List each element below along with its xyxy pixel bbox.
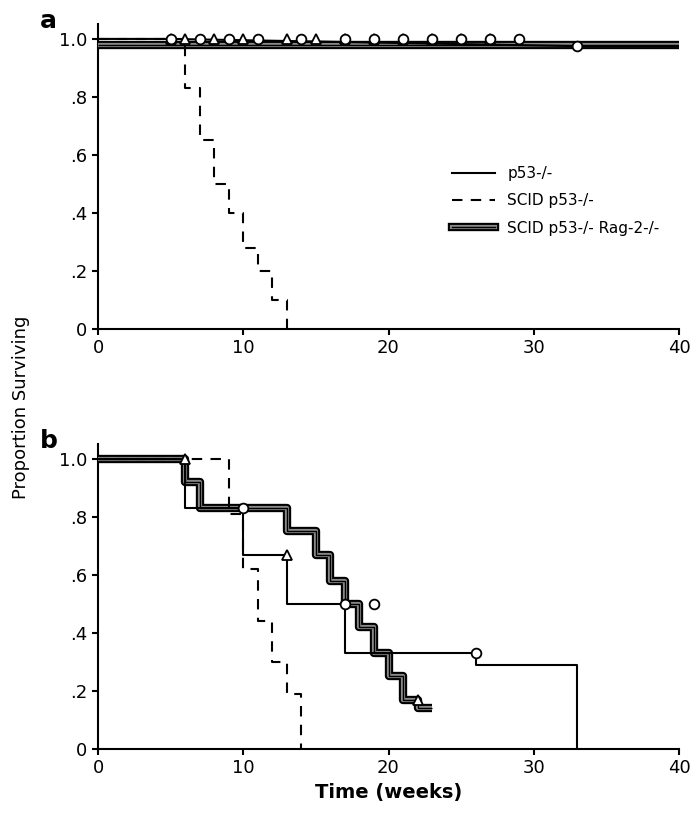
- Legend: p53-/-, SCID p53-/-, SCID p53-/- Rag-2-/-: p53-/-, SCID p53-/-, SCID p53-/- Rag-2-/…: [446, 160, 666, 242]
- Text: a: a: [40, 9, 57, 33]
- X-axis label: Time (weeks): Time (weeks): [315, 783, 462, 802]
- Text: b: b: [40, 429, 58, 453]
- Text: Proportion Surviving: Proportion Surviving: [12, 315, 30, 499]
